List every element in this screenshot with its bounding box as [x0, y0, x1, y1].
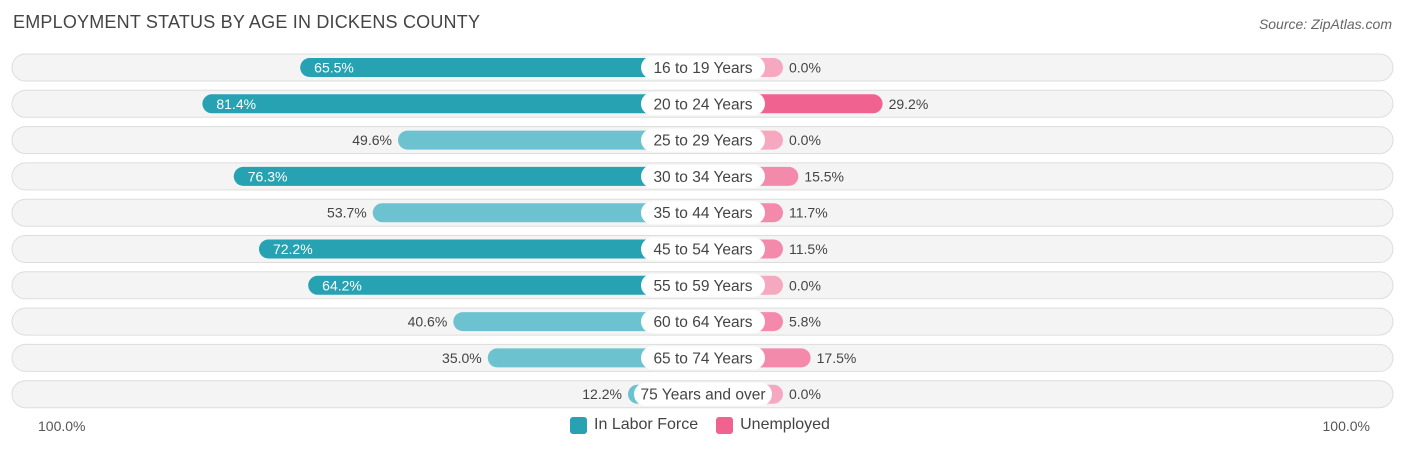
- labor-force-value-label: 72.2%: [273, 241, 313, 257]
- category-label: 35 to 44 Years: [653, 205, 752, 222]
- unemployed-value-label: 29.2%: [889, 96, 929, 112]
- labor-force-value-label: 49.6%: [352, 132, 392, 148]
- labor-force-bar: [258, 239, 703, 259]
- labor-force-value-label: 40.6%: [408, 314, 448, 330]
- chart-title: EMPLOYMENT STATUS BY AGE IN DICKENS COUN…: [13, 12, 481, 32]
- labor-force-value-label: 35.0%: [442, 350, 482, 366]
- category-label: 20 to 24 Years: [653, 96, 752, 113]
- category-label: 75 Years and over: [641, 387, 766, 404]
- labor-force-bar: [233, 166, 703, 186]
- labor-force-value-label: 76.3%: [248, 168, 288, 184]
- legend: In Labor Force Unemployed: [0, 416, 1400, 434]
- labor-force-value-label: 65.5%: [314, 60, 354, 76]
- legend-item-labor-force: In Labor Force: [570, 416, 698, 434]
- labor-force-value-label: 81.4%: [216, 96, 256, 112]
- category-label: 45 to 54 Years: [653, 242, 752, 259]
- unemployed-value-label: 0.0%: [789, 60, 821, 76]
- category-pill: [641, 237, 765, 261]
- legend-swatch-unemployed: [716, 416, 734, 434]
- labor-force-bar: [300, 58, 703, 77]
- labor-force-value-label: 53.7%: [327, 205, 367, 221]
- labor-force-value-label: 12.2%: [582, 386, 622, 402]
- category-label: 55 to 59 Years: [653, 278, 752, 295]
- category-pill: [641, 201, 765, 225]
- unemployed-value-label: 17.5%: [817, 350, 857, 366]
- category-pill: [641, 56, 765, 79]
- unemployed-value-label: 15.5%: [804, 168, 844, 184]
- category-label: 30 to 34 Years: [653, 169, 752, 186]
- category-pill: [641, 128, 765, 152]
- category-pill: [641, 92, 765, 116]
- category-label: 65 to 74 Years: [653, 350, 752, 367]
- unemployed-value-label: 0.0%: [789, 277, 821, 293]
- axis-left-label: 100.0%: [38, 418, 86, 434]
- labor-force-bar: [202, 94, 703, 114]
- labor-force-bar: [372, 203, 703, 223]
- category-label: 25 to 29 Years: [653, 133, 752, 150]
- unemployed-value-label: 0.0%: [789, 386, 821, 402]
- legend-label-labor-force: In Labor Force: [594, 416, 699, 433]
- category-pill: [641, 273, 765, 297]
- category-pill: [641, 310, 765, 334]
- category-pill: [641, 346, 765, 370]
- unemployed-value-label: 11.7%: [789, 205, 828, 221]
- category-label: 60 to 64 Years: [653, 314, 752, 331]
- legend-label-unemployed: Unemployed: [740, 416, 830, 433]
- labor-force-bar: [397, 130, 703, 150]
- legend-swatch-labor-force: [570, 416, 588, 434]
- chart-source: Source: ZipAtlas.com: [1258, 16, 1392, 32]
- unemployed-value-label: 11.5%: [789, 241, 828, 257]
- category-label: 16 to 19 Years: [653, 60, 752, 77]
- labor-force-bar: [453, 312, 703, 332]
- legend-item-unemployed: Unemployed: [716, 416, 830, 434]
- axis-right-label: 100.0%: [1322, 418, 1370, 434]
- unemployed-value-label: 0.0%: [789, 132, 821, 148]
- labor-force-bar: [308, 275, 703, 295]
- labor-force-value-label: 64.2%: [322, 277, 362, 293]
- unemployed-value-label: 5.8%: [789, 314, 821, 330]
- category-pill: [641, 164, 765, 188]
- category-pill: [634, 382, 772, 406]
